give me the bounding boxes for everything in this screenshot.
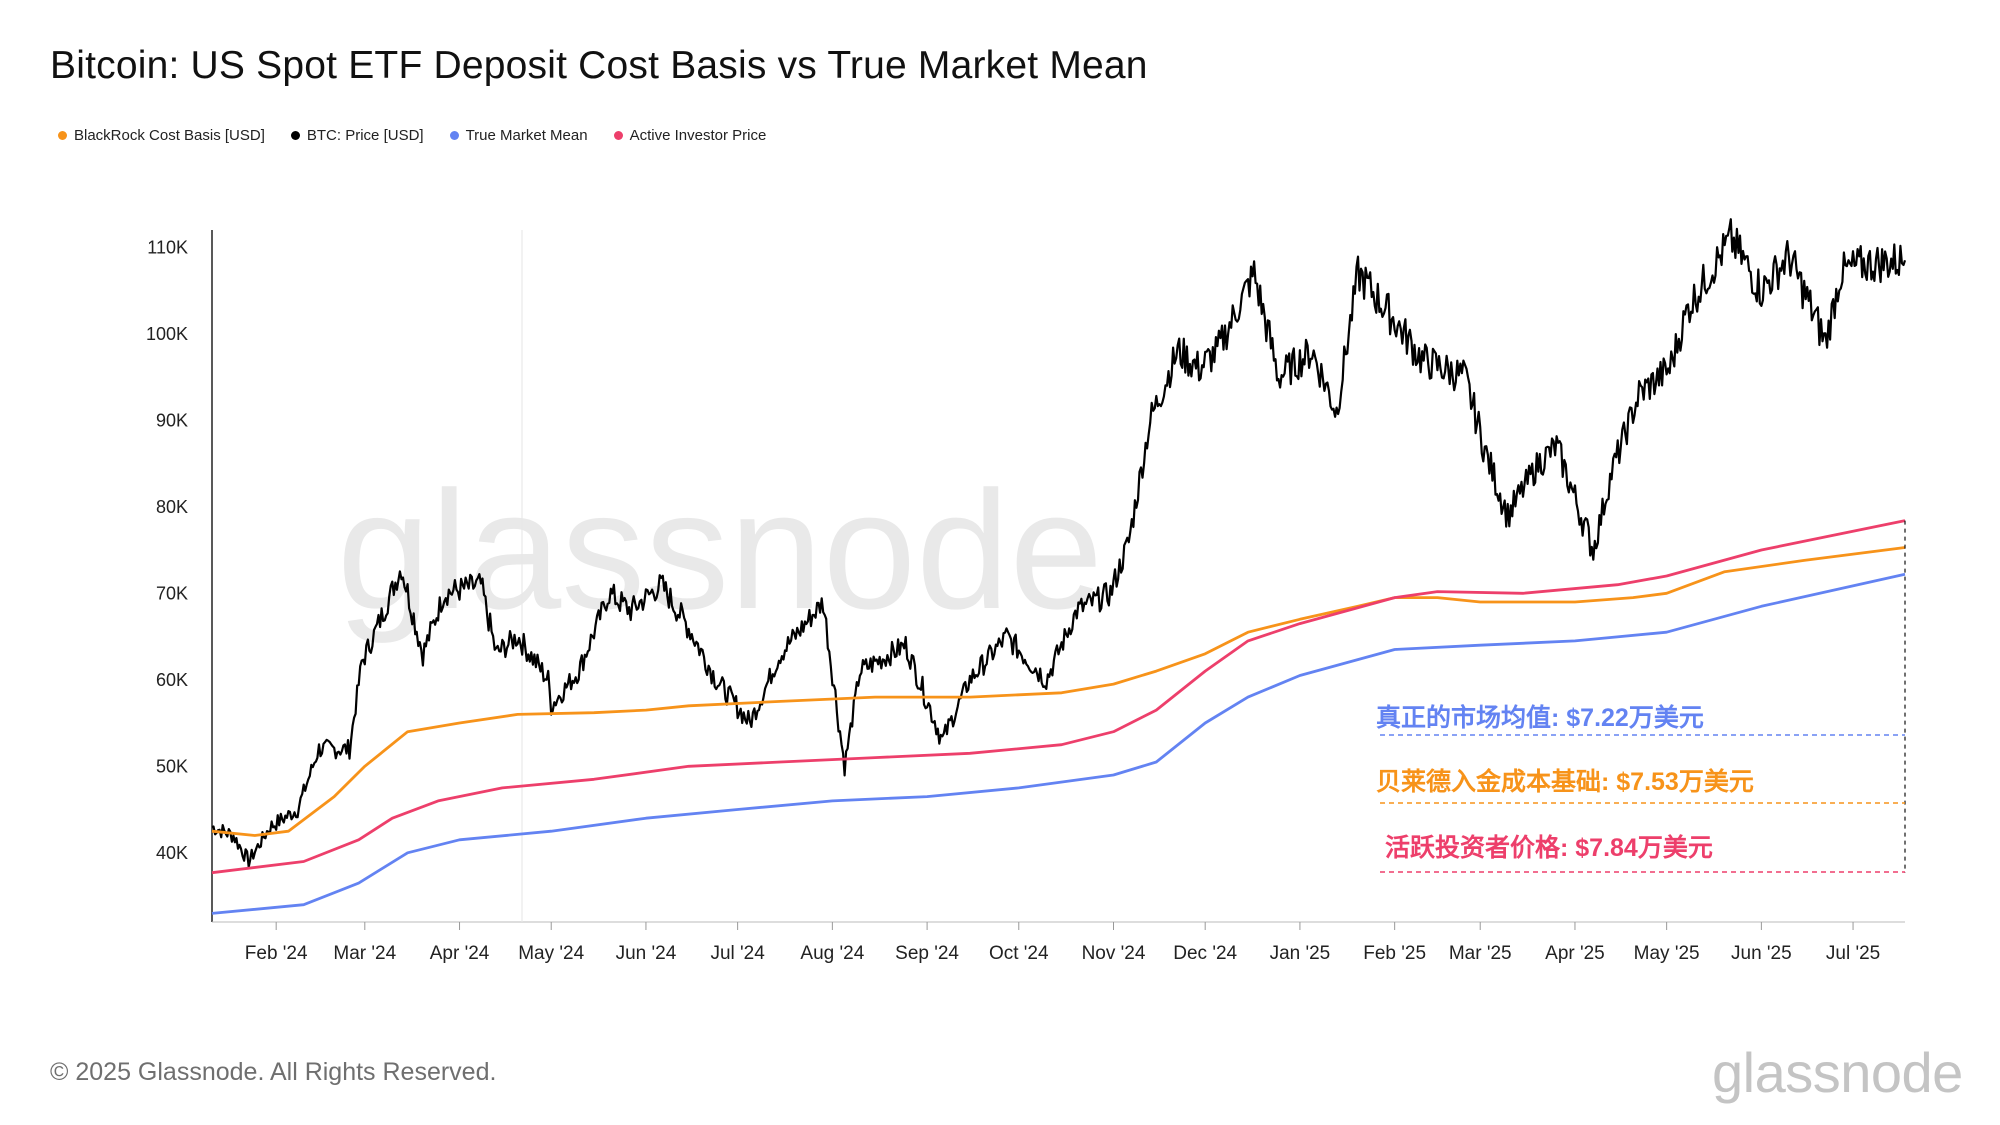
legend: BlackRock Cost Basis [USD] BTC: Price [U…	[58, 127, 766, 144]
x-tick-label: Feb '25	[1363, 943, 1426, 964]
x-tick-label: Oct '24	[989, 943, 1049, 964]
x-tick-label: Mar '24	[333, 943, 396, 964]
x-tick-label: Aug '24	[800, 943, 864, 964]
y-tick-label: 40K	[156, 843, 188, 863]
legend-label: True Market Mean	[465, 127, 588, 144]
watermark: glassnode	[337, 456, 1103, 644]
y-tick-label: 60K	[156, 670, 188, 690]
x-tick-label: Jun '25	[1731, 943, 1792, 964]
annotations: 真正的市场均值: $7.22万美元 贝莱德入金成本基础: $7.53万美元 活跃…	[1376, 520, 1906, 873]
legend-item-btc-price[interactable]: BTC: Price [USD]	[290, 127, 424, 144]
x-tick-label: Sep '24	[895, 943, 959, 964]
x-tick-label: Jul '24	[710, 943, 765, 964]
x-tick-label: May '24	[518, 943, 584, 964]
annotation-blackrock-cost-basis: 贝莱德入金成本基础: $7.53万美元	[1376, 767, 1754, 796]
y-tick-label: 50K	[156, 756, 188, 776]
annotation-active-investor-price: 活跃投资者价格: $7.84万美元	[1385, 833, 1713, 862]
legend-dot-icon	[449, 131, 459, 140]
x-tick-label: Apr '24	[430, 943, 490, 964]
copyright-footer: © 2025 Glassnode. All Rights Reserved.	[50, 1058, 497, 1086]
y-tick-label: 80K	[156, 497, 188, 517]
x-tick-label: Dec '24	[1173, 943, 1237, 964]
legend-dot-icon	[290, 131, 300, 140]
legend-label: BlackRock Cost Basis [USD]	[74, 127, 265, 144]
x-tick-label: Mar '25	[1449, 943, 1512, 964]
true-market-mean-line	[211, 572, 1906, 915]
x-tick-label: Jul '25	[1826, 943, 1880, 964]
legend-label: Active Investor Price	[629, 127, 767, 144]
series-lines	[211, 218, 1907, 915]
legend-item-true-market-mean[interactable]: True Market Mean	[449, 127, 588, 144]
legend-label: BTC: Price [USD]	[306, 127, 424, 144]
y-tick-label: 110K	[147, 237, 188, 257]
blackrock-cost-basis-line	[211, 546, 1906, 837]
x-tick-label: Apr '25	[1545, 943, 1605, 964]
x-tick-label: May '25	[1634, 943, 1700, 964]
legend-dot-icon	[613, 131, 623, 140]
x-tick-label: Nov '24	[1082, 943, 1146, 964]
y-tick-label: 90K	[156, 410, 188, 430]
legend-dot-icon	[58, 131, 67, 140]
y-tick-label: 70K	[156, 583, 188, 603]
active-investor-price-line	[211, 519, 1906, 875]
btc-price-line	[211, 218, 1907, 869]
x-tick-label: Jan '25	[1270, 943, 1331, 964]
legend-item-blackrock[interactable]: BlackRock Cost Basis [USD]	[58, 127, 265, 144]
x-tick-label: Feb '24	[245, 943, 308, 964]
x-tick-label: Jun '24	[616, 943, 677, 964]
y-tick-label: 100K	[146, 324, 188, 344]
legend-item-active-investor[interactable]: Active Investor Price	[613, 127, 767, 144]
glassnode-logo[interactable]: glassnode	[1712, 1041, 1963, 1104]
annotation-true-market-mean: 真正的市场均值: $7.22万美元	[1376, 703, 1704, 732]
grid: 40K 50K 60K 70K 80K 90K 100K 110K Feb '24 Mar '24…	[146, 230, 1905, 964]
chart-title: Bitcoin: US Spot ETF Deposit Cost Basis …	[50, 44, 1148, 87]
